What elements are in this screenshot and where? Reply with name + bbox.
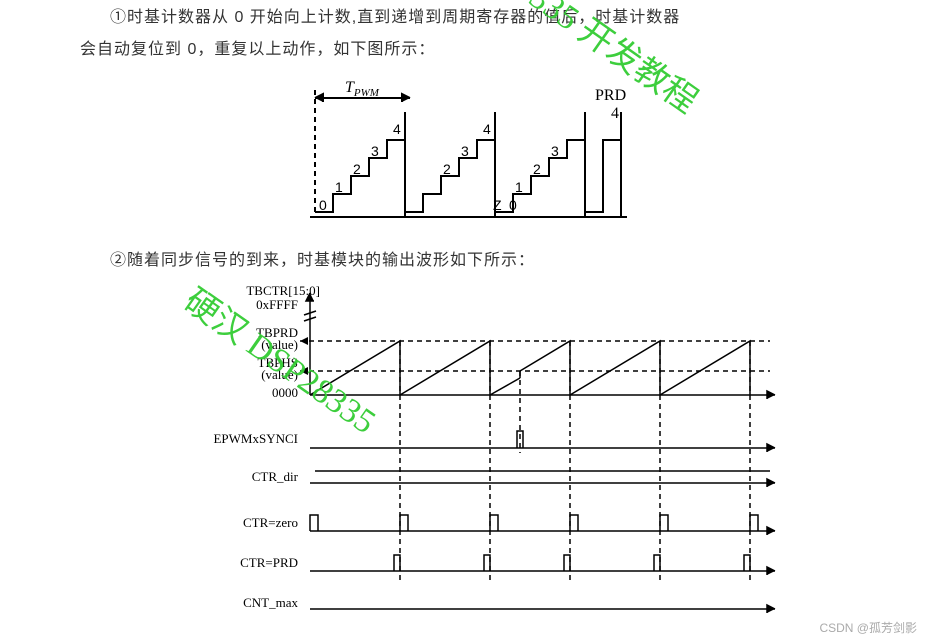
s1-2: 2 (353, 161, 361, 177)
lbl-ctrprd: CTR=PRD (240, 555, 298, 570)
credit-text: CSDN @孤芳剑影 (819, 619, 917, 636)
paragraph-1-line-2: 会自动复位到 0，重复以上动作，如下图所示： (80, 36, 849, 64)
s3-3: 3 (551, 143, 559, 159)
s3-Z: Z (493, 197, 502, 213)
lbl-tbprd-val: (value) (261, 337, 298, 352)
lbl-ffff: 0xFFFF (256, 297, 298, 312)
s1-0: 0 (319, 197, 327, 213)
paragraph-2: ②随着同步信号的到来，时基模块的输出波形如下所示： (80, 247, 849, 275)
figure-1: TPWM PRD 4 (80, 72, 849, 237)
lbl-tbphs-val: (value) (261, 367, 298, 382)
s3-2: 2 (533, 161, 541, 177)
s3-1: 1 (515, 179, 523, 195)
s1-1: 1 (335, 179, 343, 195)
paragraph-1-line-1: ①时基计数器从 0 开始向上计数,直到递增到周期寄存器的值后，时基计数器 (80, 4, 849, 32)
lbl-cntmax: CNT_max (243, 595, 298, 610)
s3-0: 0 (509, 197, 517, 213)
tpwm-label: TPWM (345, 79, 380, 99)
lbl-sync: EPWMxSYNCI (213, 431, 298, 446)
figure-2-svg: TBCTR[15:0] 0xFFFF TBPRD (value) TBPHS (… (150, 283, 790, 623)
lbl-ctrzero: CTR=zero (243, 515, 298, 530)
s1-4: 4 (393, 121, 401, 137)
s2-4: 4 (483, 121, 491, 137)
figure-2: TBCTR[15:0] 0xFFFF TBPRD (value) TBPHS (… (150, 283, 849, 628)
s2-3: 3 (461, 143, 469, 159)
prd-4: 4 (611, 105, 619, 122)
figure-1-svg: TPWM PRD 4 (275, 72, 655, 232)
s2-2: 2 (443, 161, 451, 177)
s1-3: 3 (371, 143, 379, 159)
lbl-0000: 0000 (272, 385, 298, 400)
lbl-ctrdir: CTR_dir (252, 469, 299, 484)
prd-label: PRD (595, 87, 626, 104)
